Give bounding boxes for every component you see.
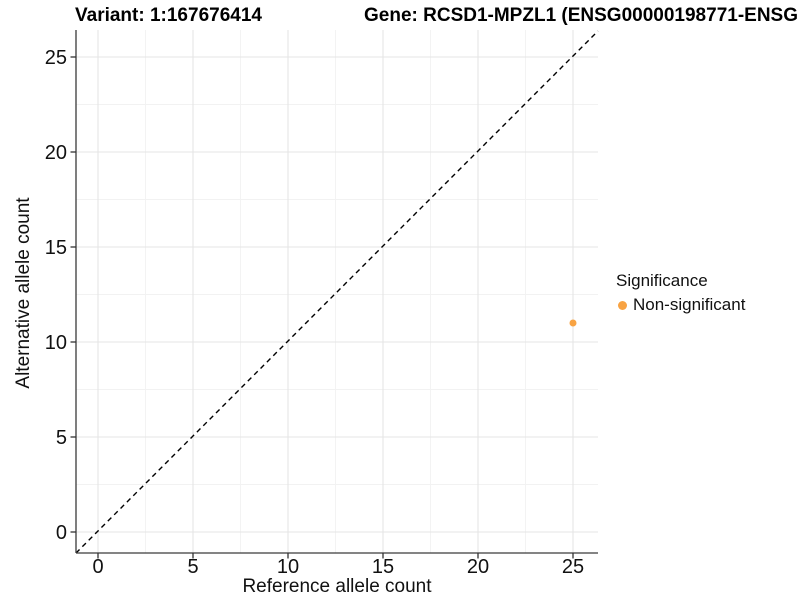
legend-title: Significance <box>616 271 708 290</box>
legend-point-icon <box>618 300 627 310</box>
x-tick-label-0: 0 <box>92 556 103 578</box>
x-axis-label: Reference allele count <box>242 576 432 597</box>
data-point <box>569 319 577 327</box>
legend-item: Non-significant <box>616 294 745 316</box>
x-tick-label-5: 25 <box>562 556 584 578</box>
y-tick-label-0: 0 <box>56 522 67 544</box>
gene-title: Gene: RCSD1-MPZL1 (ENSG00000198771-ENSG <box>364 5 798 26</box>
legend: Significance Non-significant <box>616 270 745 316</box>
y-tick-label-1: 5 <box>56 427 67 449</box>
y-axis-label: Alternative allele count <box>13 197 34 389</box>
y-tick-label-4: 20 <box>45 142 67 164</box>
y-tick-label-5: 25 <box>45 47 67 69</box>
x-tick-label-4: 20 <box>467 556 489 578</box>
legend-item-label: Non-significant <box>633 295 746 314</box>
x-tick-label-3: 15 <box>372 556 394 578</box>
x-tick-label-1: 5 <box>187 556 198 578</box>
x-tick-label-2: 10 <box>277 556 299 578</box>
y-tick-label-2: 10 <box>45 332 67 354</box>
y-tick-label-3: 15 <box>45 237 67 259</box>
identity-line <box>75 30 599 554</box>
variant-title: Variant: 1:167676414 <box>75 5 262 26</box>
